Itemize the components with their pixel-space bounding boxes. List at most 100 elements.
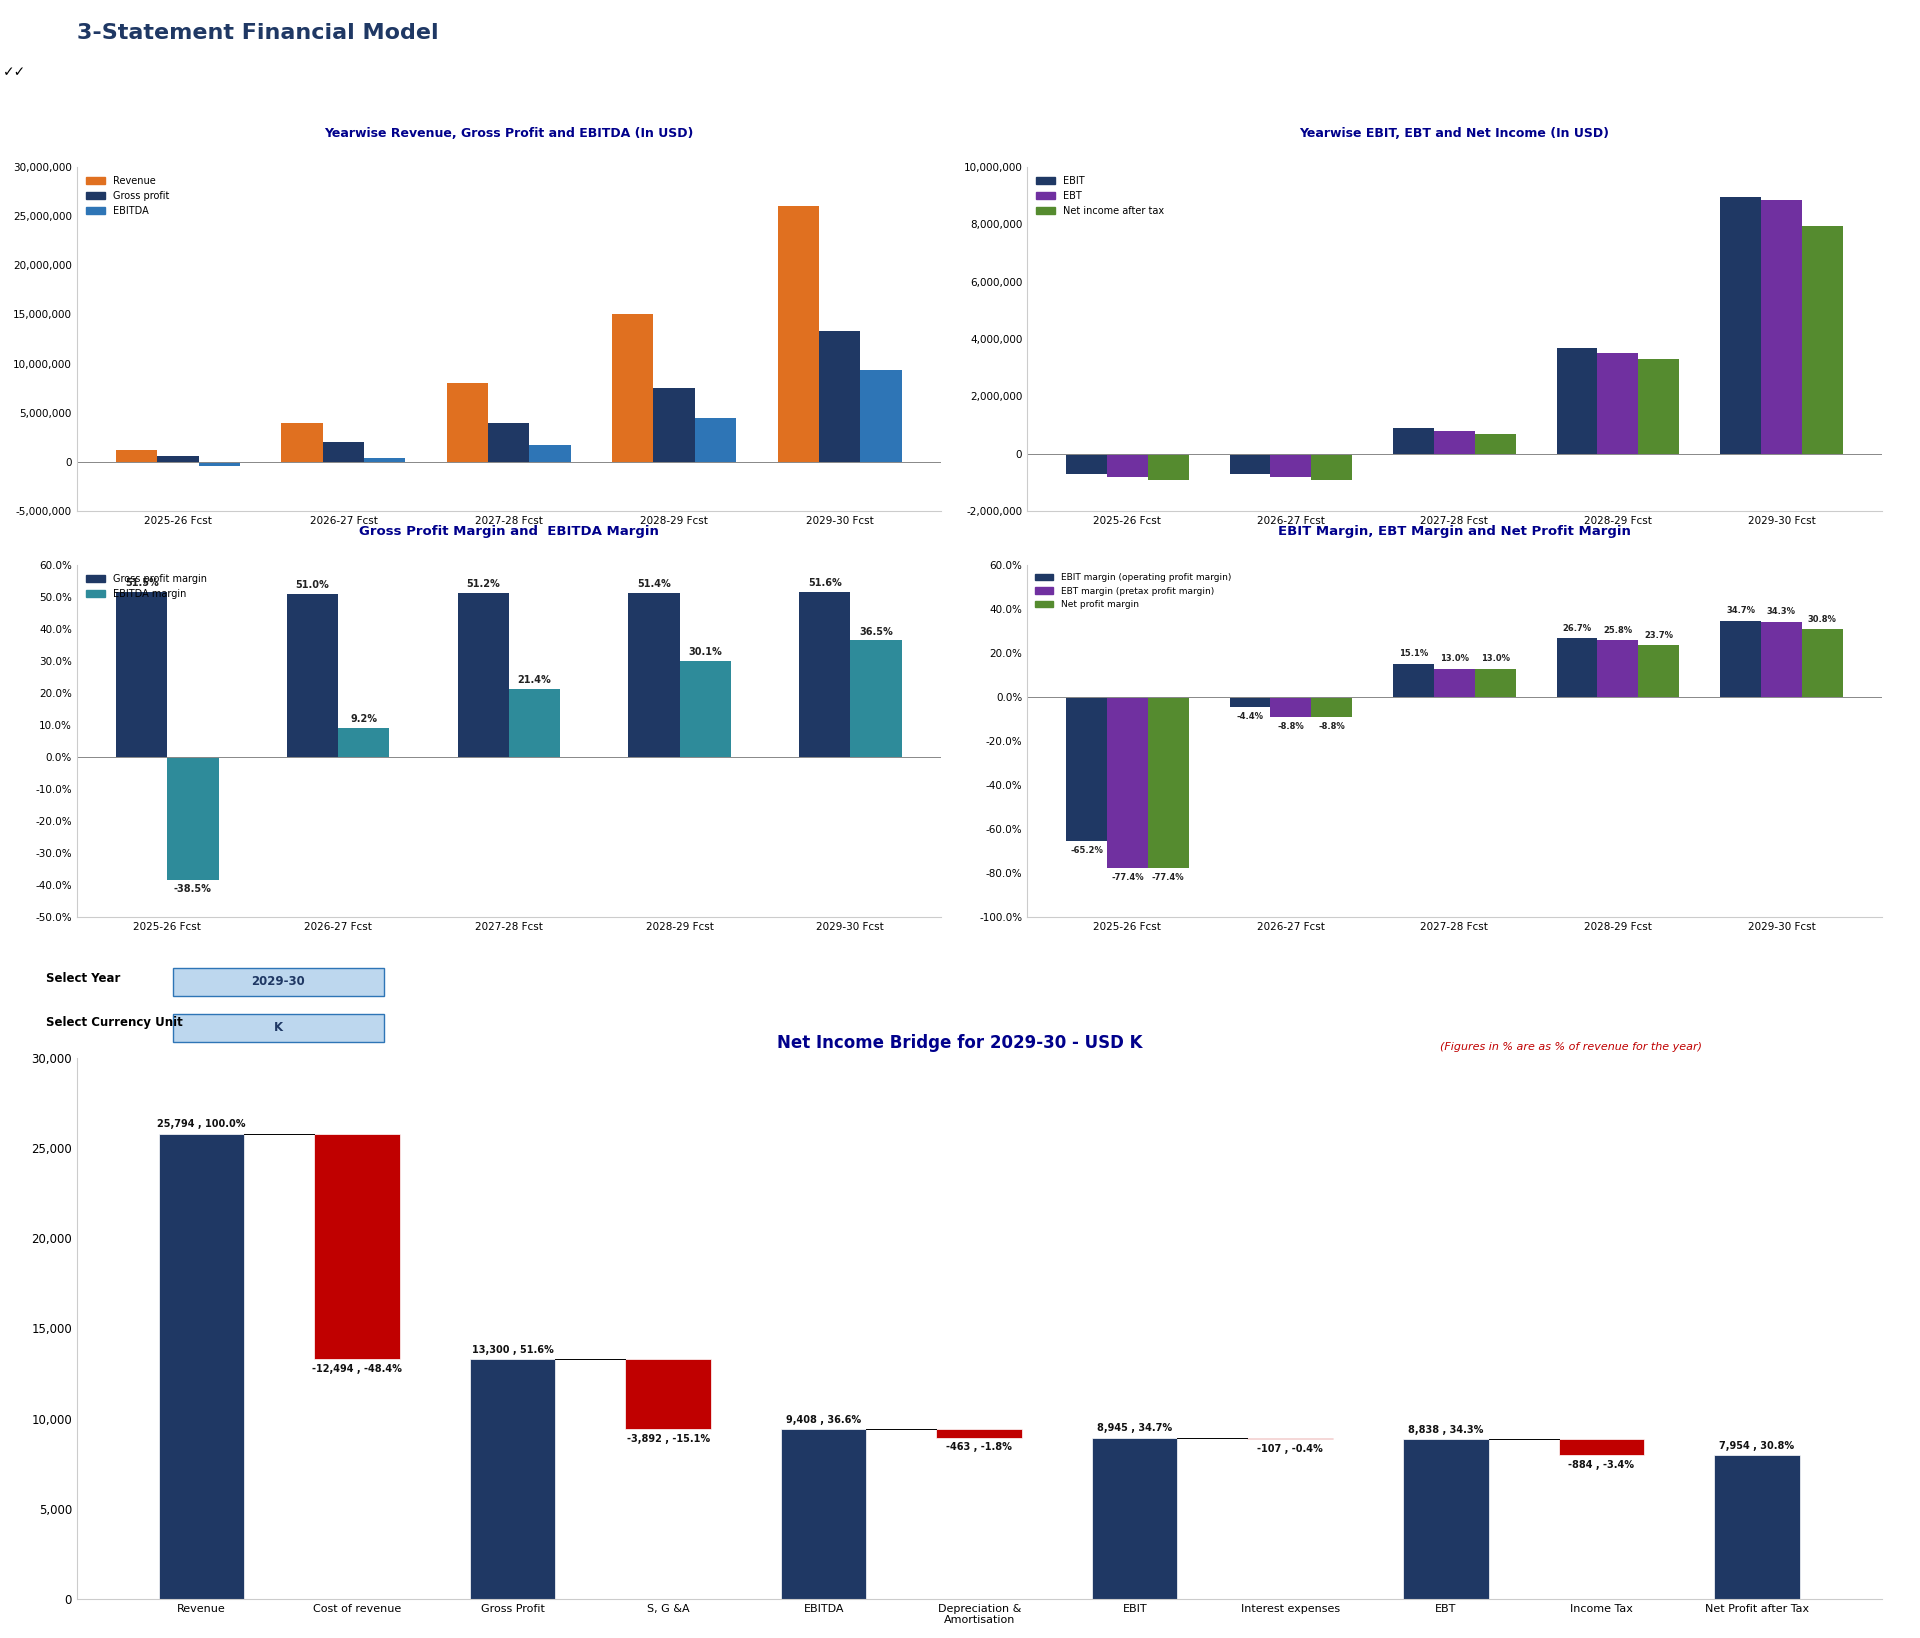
- Text: K: K: [275, 1022, 282, 1034]
- Text: Select Currency Unit: Select Currency Unit: [46, 1016, 182, 1029]
- Legend: Gross profit margin, EBITDA margin: Gross profit margin, EBITDA margin: [83, 570, 211, 603]
- Bar: [470, 1360, 555, 1599]
- Bar: [286, 595, 338, 757]
- Bar: [157, 455, 200, 462]
- Bar: [1271, 454, 1311, 477]
- Bar: [323, 442, 365, 462]
- Bar: [1638, 359, 1680, 454]
- Bar: [173, 1014, 384, 1042]
- Text: 9.2%: 9.2%: [349, 714, 376, 724]
- Text: 1. Profitability Metrics: 1. Profitability Metrics: [872, 136, 1048, 149]
- Bar: [1475, 434, 1515, 454]
- Text: 2029-30: 2029-30: [252, 975, 305, 988]
- Text: -107 , -0.4%: -107 , -0.4%: [1258, 1445, 1323, 1455]
- Bar: [1720, 197, 1761, 454]
- Bar: [1394, 663, 1434, 698]
- Bar: [851, 640, 902, 757]
- Bar: [488, 423, 530, 462]
- Text: 13.0%: 13.0%: [1480, 654, 1509, 663]
- Bar: [1557, 347, 1597, 454]
- Bar: [781, 1430, 866, 1599]
- Bar: [799, 591, 851, 757]
- Text: 51.6%: 51.6%: [808, 578, 841, 588]
- Bar: [282, 423, 323, 462]
- Text: 26.7%: 26.7%: [1563, 624, 1592, 632]
- Text: 51.4%: 51.4%: [637, 578, 670, 588]
- Text: -8.8%: -8.8%: [1319, 722, 1346, 731]
- Text: 3-Statement Financial Model: 3-Statement Financial Model: [77, 23, 438, 43]
- Bar: [509, 688, 561, 757]
- Bar: [860, 370, 902, 462]
- Text: -3,892 , -15.1%: -3,892 , -15.1%: [626, 1433, 710, 1443]
- Text: 13.0%: 13.0%: [1440, 654, 1469, 663]
- Title: Yearwise EBIT, EBT and Net Income (In USD): Yearwise EBIT, EBT and Net Income (In US…: [1300, 126, 1609, 139]
- Title: Gross Profit Margin and  EBITDA Margin: Gross Profit Margin and EBITDA Margin: [359, 524, 659, 537]
- Text: (Figures in % are as % of revenue for the year): (Figures in % are as % of revenue for th…: [1440, 1042, 1701, 1052]
- Bar: [365, 459, 405, 462]
- Text: 8,838 , 34.3%: 8,838 , 34.3%: [1407, 1425, 1484, 1435]
- Bar: [1801, 226, 1843, 454]
- Bar: [315, 1133, 399, 1360]
- Bar: [530, 446, 570, 462]
- Text: PROFITABILITY ANALYSIS: PROFITABILITY ANALYSIS: [109, 100, 284, 111]
- Text: 30.8%: 30.8%: [1809, 614, 1837, 624]
- Text: 51.0%: 51.0%: [296, 580, 330, 590]
- Bar: [338, 727, 390, 757]
- Bar: [167, 757, 219, 881]
- Bar: [628, 593, 680, 757]
- Text: 30.1%: 30.1%: [687, 647, 722, 657]
- Bar: [1720, 621, 1761, 698]
- Bar: [1801, 629, 1843, 698]
- Text: 3. From Top Line to Bottom Line: A Complete Profit Analysis: 3. From Top Line to Bottom Line: A Compl…: [726, 935, 1194, 948]
- Bar: [1311, 698, 1352, 716]
- Bar: [1475, 668, 1515, 698]
- Text: -8.8%: -8.8%: [1277, 722, 1304, 731]
- Bar: [1597, 354, 1638, 454]
- Text: 13,300 , 51.6%: 13,300 , 51.6%: [472, 1345, 553, 1355]
- Text: 2. Profitability Ratios: 2. Profitability Ratios: [877, 531, 1043, 544]
- Text: -38.5%: -38.5%: [175, 885, 211, 894]
- Bar: [1066, 698, 1108, 840]
- Text: Select Year: Select Year: [46, 971, 121, 984]
- Text: 25.8%: 25.8%: [1603, 626, 1632, 636]
- Bar: [457, 593, 509, 757]
- Bar: [173, 968, 384, 996]
- Bar: [695, 418, 735, 462]
- Bar: [1148, 454, 1188, 480]
- Bar: [1148, 698, 1188, 868]
- Bar: [1311, 454, 1352, 480]
- Text: -65.2%: -65.2%: [1069, 847, 1102, 855]
- Bar: [626, 1360, 710, 1430]
- Bar: [612, 314, 653, 462]
- Text: 34.7%: 34.7%: [1726, 606, 1755, 616]
- Text: -77.4%: -77.4%: [1152, 873, 1185, 881]
- Title: EBIT Margin, EBT Margin and Net Profit Margin: EBIT Margin, EBT Margin and Net Profit M…: [1279, 524, 1630, 537]
- Text: -4.4%: -4.4%: [1236, 713, 1263, 721]
- Bar: [1229, 698, 1271, 708]
- Text: -463 , -1.8%: -463 , -1.8%: [947, 1441, 1012, 1451]
- Bar: [447, 383, 488, 462]
- Bar: [1559, 1440, 1644, 1456]
- Bar: [818, 331, 860, 462]
- Bar: [115, 450, 157, 462]
- Bar: [778, 206, 818, 462]
- Text: 34.3%: 34.3%: [1766, 608, 1795, 616]
- Bar: [1434, 668, 1475, 698]
- Text: -77.4%: -77.4%: [1112, 873, 1144, 881]
- Bar: [1066, 454, 1108, 473]
- Text: 36.5%: 36.5%: [858, 626, 893, 637]
- Bar: [1761, 200, 1801, 454]
- Legend: Revenue, Gross profit, EBITDA: Revenue, Gross profit, EBITDA: [83, 172, 173, 219]
- Legend: EBIT, EBT, Net income after tax: EBIT, EBT, Net income after tax: [1033, 172, 1167, 219]
- Bar: [1248, 1438, 1332, 1440]
- Bar: [115, 593, 167, 757]
- Bar: [1108, 698, 1148, 868]
- Bar: [1229, 454, 1271, 473]
- Bar: [937, 1430, 1021, 1438]
- Text: 23.7%: 23.7%: [1644, 631, 1674, 639]
- Bar: [1394, 428, 1434, 454]
- Bar: [1434, 431, 1475, 454]
- Text: -884 , -3.4%: -884 , -3.4%: [1569, 1459, 1634, 1469]
- Bar: [1108, 454, 1148, 477]
- Bar: [1092, 1438, 1177, 1599]
